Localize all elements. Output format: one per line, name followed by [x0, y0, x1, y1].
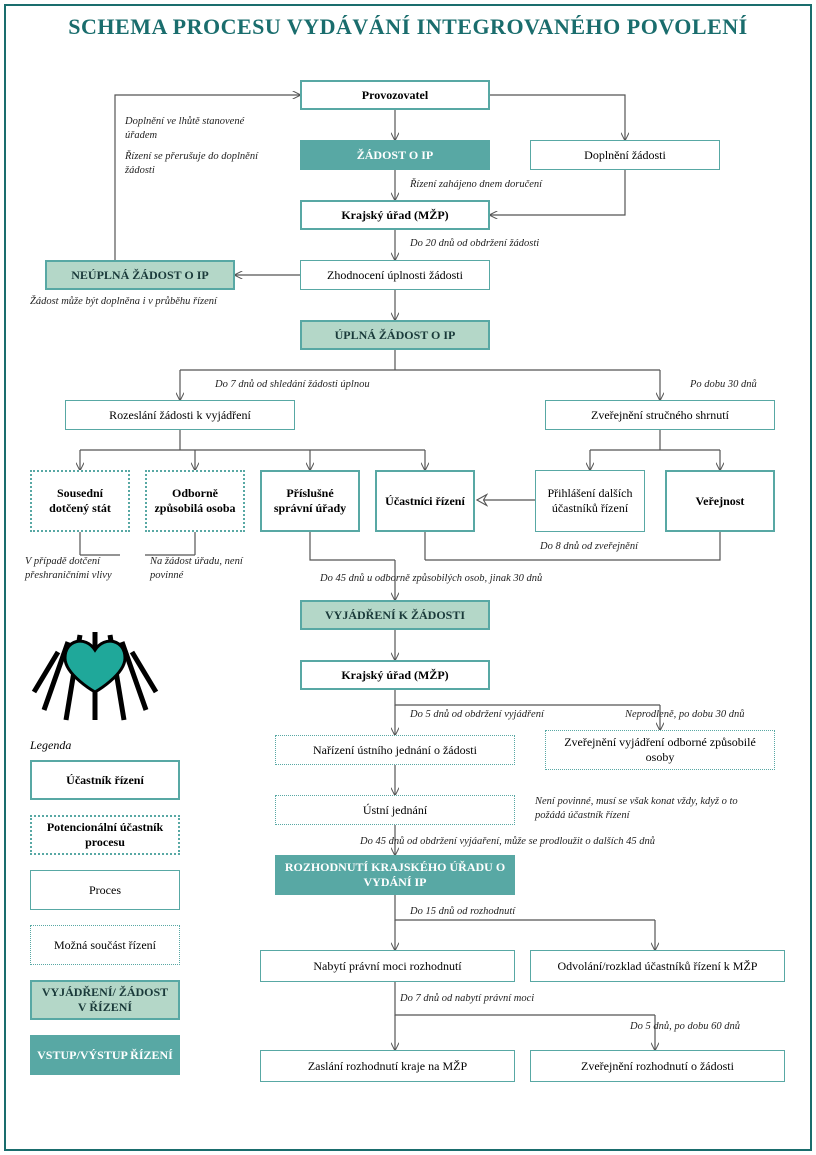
node-zverejneni_shrn: Zveřejnění stručného shrnutí [545, 400, 775, 430]
node-rozhodnuti: ROZHODNUTÍ KRAJSKÉHO ÚŘADU O VYDÁNÍ IP [275, 855, 515, 895]
node-odborne: Odborně způsobilá osoba [145, 470, 245, 532]
note-n_po30: Po dobu 30 dnů [690, 378, 800, 392]
note-n_do45_45: Do 45 dnů od obdržení vyjáaření, může se… [360, 835, 760, 849]
note-n_doplneni_lhuta: Doplnění ve lhůtě stanovené úřadem [125, 115, 275, 142]
note-n_do5: Do 5 dnů od obdržení vyjádření [410, 708, 610, 722]
legend-item-3: Možná součást řízení [30, 925, 180, 965]
node-zhodnoceni: Zhodnocení úplnosti žádosti [300, 260, 490, 290]
node-narizeni: Nařízení ústního jednání o žádosti [275, 735, 515, 765]
note-n_do15: Do 15 dnů od rozhodnutí [410, 905, 610, 919]
note-n_do20: Do 20 dnů od obdržení žádosti [410, 237, 610, 251]
node-zaslani: Zaslání rozhodnutí kraje na MŽP [260, 1050, 515, 1082]
node-rozeslani: Rozeslání žádosti k vyjádření [65, 400, 295, 430]
logo-heart-rays-icon [30, 620, 160, 730]
node-zadost_ip: ŽÁDOST O IP [300, 140, 490, 170]
note-n_do45_30: Do 45 dnů u odborně způsobilých osob, ji… [320, 572, 620, 586]
page-title: SCHEMA PROCESU VYDÁVÁNÍ INTEGROVANÉHO PO… [0, 14, 816, 40]
note-n_rizeni_zahaj: Řízení zahájeno dnem doručení [410, 178, 610, 192]
node-zverejneni_vyj: Zveřejnění vyjádření odborné způsobilé o… [545, 730, 775, 770]
note-n_neprodlene: Neprodleně, po dobu 30 dnů [625, 708, 795, 722]
node-krajsky_urad_2: Krajský úřad (MŽP) [300, 660, 490, 690]
node-provozovatel: Provozovatel [300, 80, 490, 110]
node-nabyti: Nabytí právní moci rozhodnutí [260, 950, 515, 982]
node-uplna: ÚPLNÁ ŽÁDOST O IP [300, 320, 490, 350]
note-n_nazadost: Na žádost úřadu, není povinné [150, 555, 270, 582]
legend-item-4: VYJÁDŘENÍ/ ŽÁDOST V ŘÍZENÍ [30, 980, 180, 1020]
legend-item-5: VSTUP/VÝSTUP ŘÍZENÍ [30, 1035, 180, 1075]
note-n_do8: Do 8 dnů od zveřejnění [540, 540, 720, 554]
node-prihlaseni: Přihlášení dalších účastníků řízení [535, 470, 645, 532]
node-odvolani: Odvolání/rozklad účastníků řízení k MŽP [530, 950, 785, 982]
node-vyjadreni: VYJÁDŘENÍ K ŽÁDOSTI [300, 600, 490, 630]
node-krajsky_urad_1: Krajský úřad (MŽP) [300, 200, 490, 230]
node-verejnost: Veřejnost [665, 470, 775, 532]
note-n_do7b: Do 7 dnů od nabytí právní moci [400, 992, 600, 1006]
node-ustni: Ústní jednání [275, 795, 515, 825]
legend-item-0: Účastník řízení [30, 760, 180, 800]
node-ucastnici: Účastníci řízení [375, 470, 475, 532]
legend-item-1: Potencionální účastník procesu [30, 815, 180, 855]
note-n_rizeni_prerus: Řízení se přerušuje do doplnění žádosti [125, 150, 285, 177]
node-neuplna: NEÚPLNÁ ŽÁDOST O IP [45, 260, 235, 290]
node-doplneni_zadosti: Doplnění žádosti [530, 140, 720, 170]
note-n_do5_60: Do 5 dnů, po dobu 60 dnů [630, 1020, 800, 1034]
note-n_zadost_doplnena: Žádost může být doplněna i v průběhu říz… [30, 295, 280, 309]
node-zverejneni_rozh: Zveřejnění rozhodnutí o žádosti [530, 1050, 785, 1082]
note-n_do7: Do 7 dnů od shledání žádosti úplnou [215, 378, 465, 392]
legend-item-2: Proces [30, 870, 180, 910]
note-n_preshran: V případě dotčení přeshraničními vlivy [25, 555, 145, 582]
node-sousedni: Sousední dotčený stát [30, 470, 130, 532]
node-spravni: Příslušné správní úřady [260, 470, 360, 532]
legend-header: Legenda [30, 738, 71, 753]
note-n_neni_povinne: Není povinné, musí se však konat vždy, k… [535, 795, 765, 822]
